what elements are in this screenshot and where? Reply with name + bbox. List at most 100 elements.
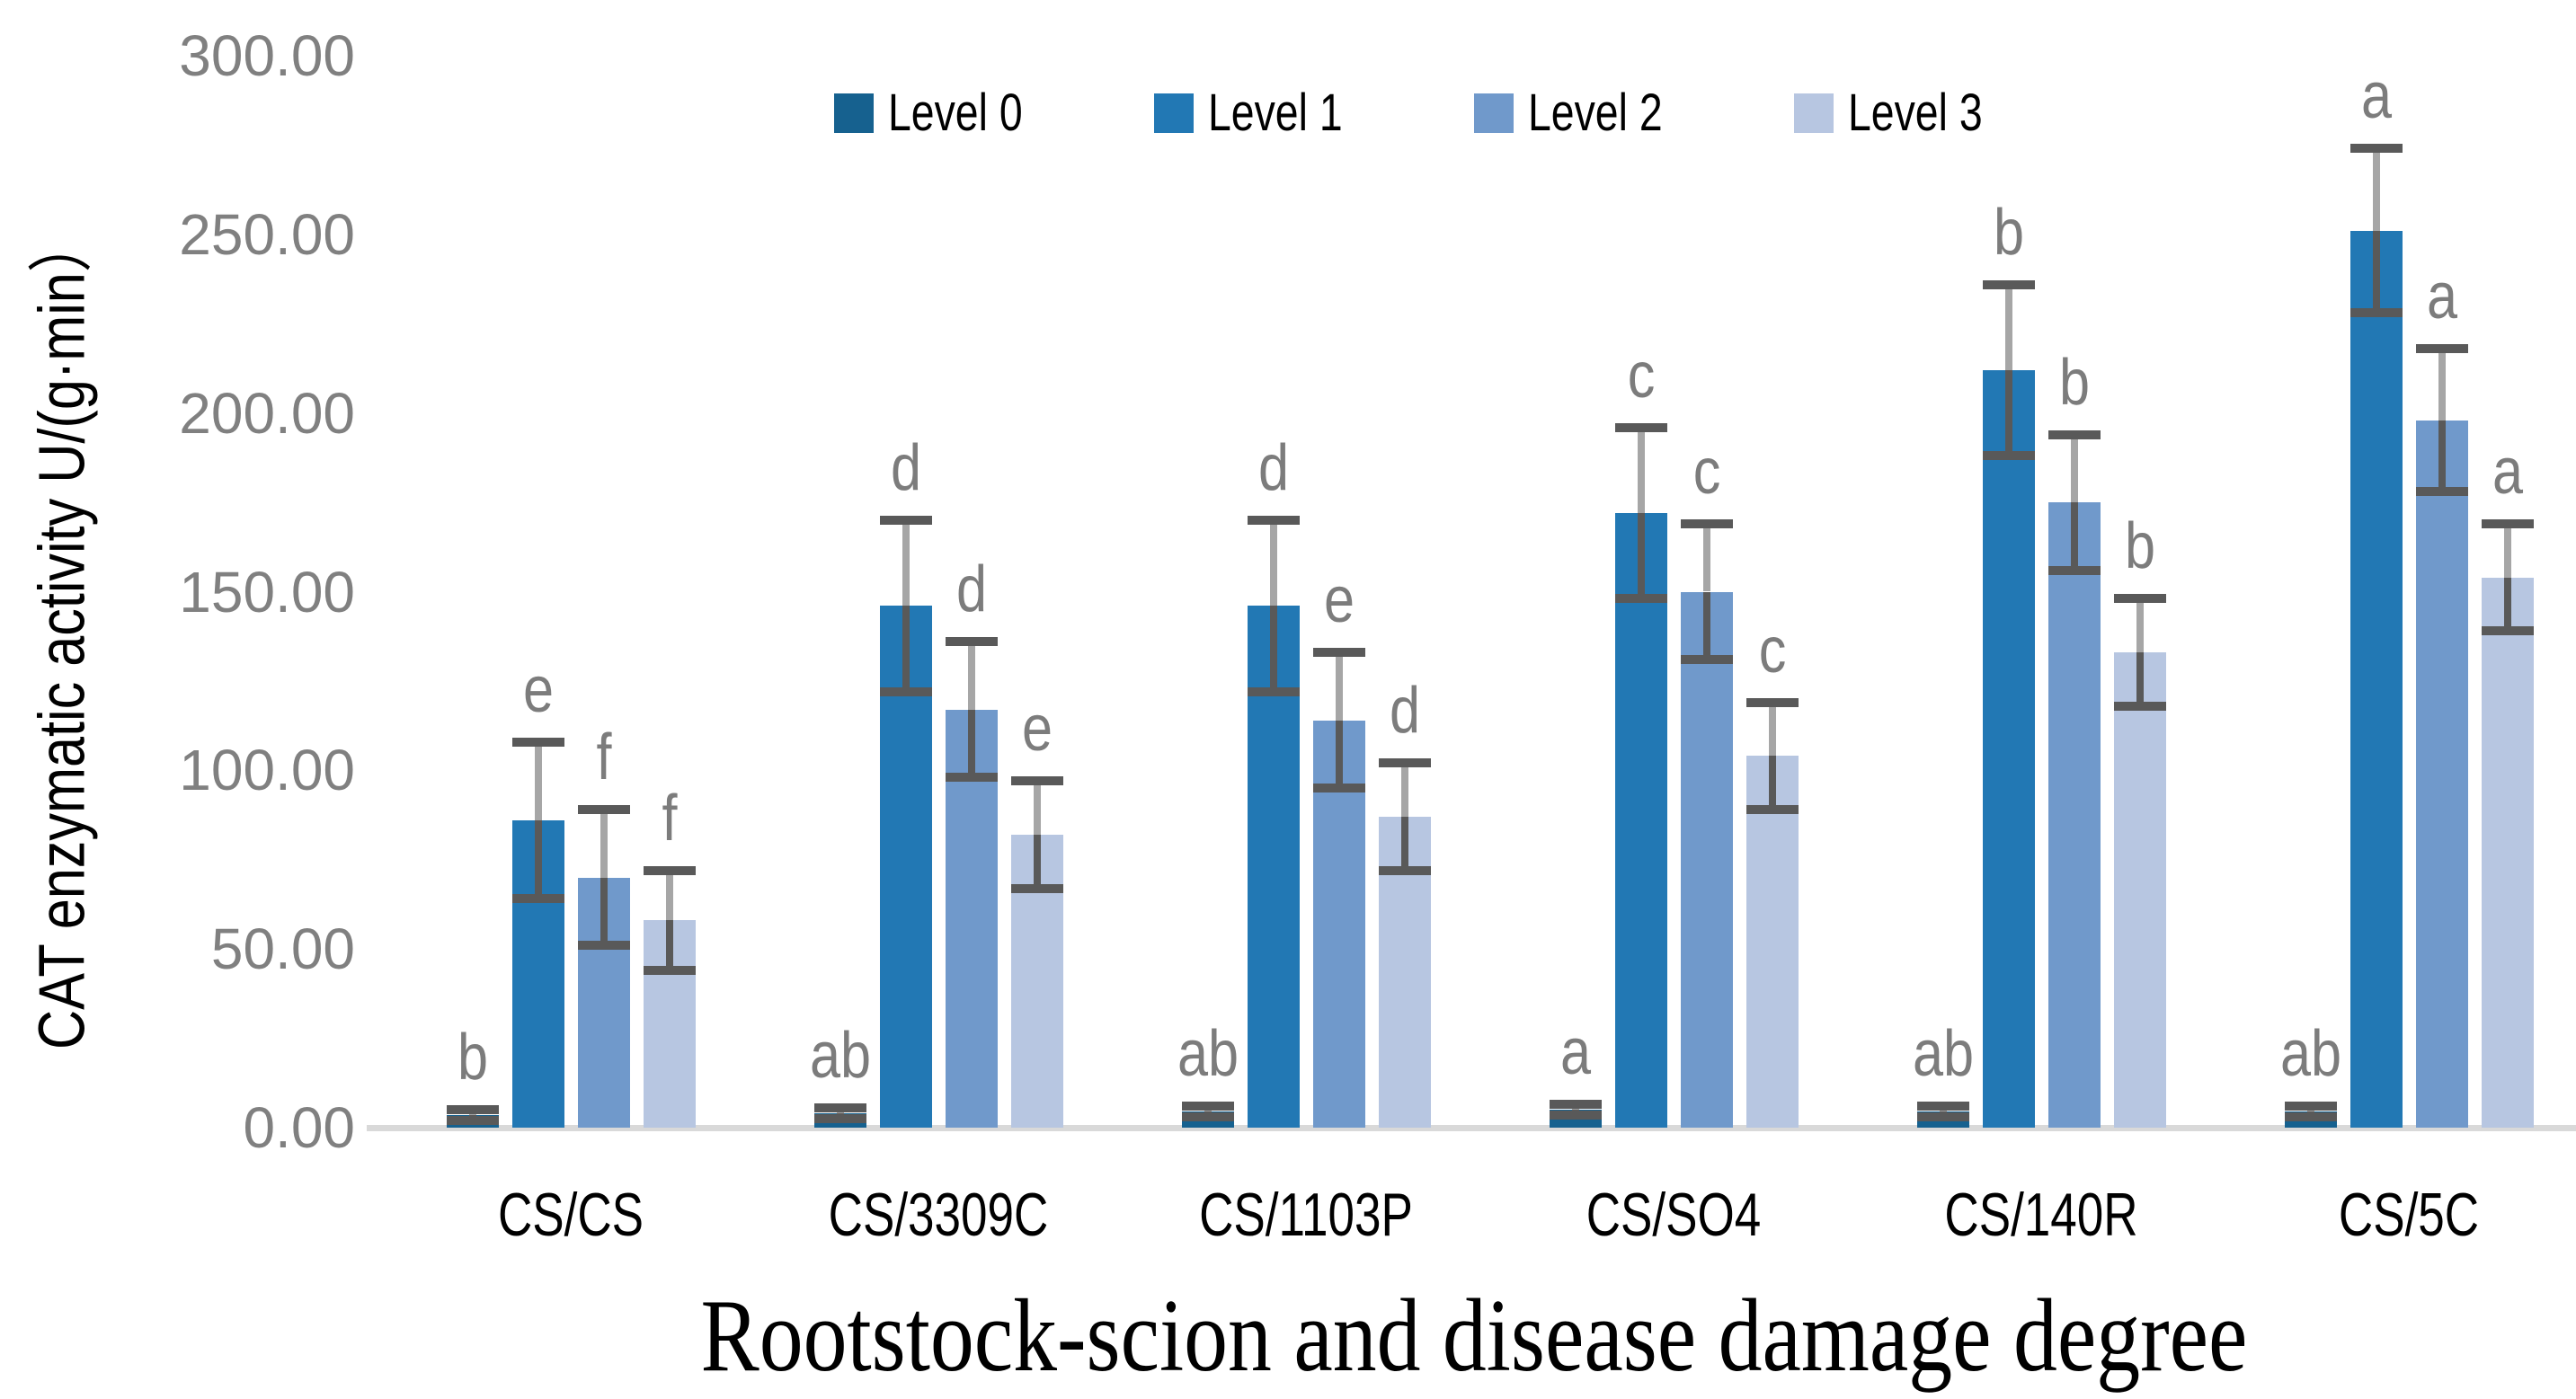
significance-letter: d	[955, 553, 987, 626]
error-bar-stem-upper	[534, 741, 542, 820]
error-bar-stem-lower	[2136, 652, 2144, 706]
error-bar-stem-lower	[665, 920, 673, 971]
error-bar-cap-top	[2415, 344, 2468, 354]
significance-letter: f	[661, 782, 677, 854]
error-bar-stem-lower	[2070, 502, 2078, 571]
error-bar-cap-bottom	[813, 1114, 866, 1124]
error-bar-cap-top	[643, 865, 696, 875]
error-bar-cap-top	[1916, 1102, 1969, 1111]
legend-swatch	[1474, 93, 1514, 133]
significance-letter: d	[1389, 675, 1420, 748]
error-bar-stem-upper	[1269, 519, 1277, 607]
bar	[2349, 230, 2403, 1128]
error-bar-stem-lower	[1400, 817, 1408, 871]
legend-label: Level 0	[888, 84, 1023, 142]
error-bar-cap-bottom	[446, 1116, 499, 1126]
bar	[1680, 591, 1733, 1128]
legend-item: Level 2	[1474, 83, 1708, 143]
error-bar-cap-top	[2113, 594, 2166, 604]
error-bar-stem-upper	[665, 870, 673, 921]
significance-letter: b	[457, 1022, 488, 1094]
bar	[1614, 513, 1667, 1128]
error-bar-cap-top	[446, 1105, 499, 1115]
significance-letter: d	[1257, 431, 1289, 504]
error-bar-cap-bottom	[1247, 686, 1300, 696]
error-bar-cap-top	[1549, 1100, 1602, 1110]
error-bar-cap-top	[1614, 422, 1667, 432]
error-bar-cap-bottom	[643, 966, 696, 976]
error-bar-cap-top	[2481, 518, 2534, 528]
error-bar-stem-upper	[1033, 781, 1041, 835]
significance-letter: ab	[1912, 1018, 1974, 1091]
error-bar-stem-lower	[2503, 577, 2511, 632]
error-bar-cap-top	[813, 1103, 866, 1113]
error-bar-stem-upper	[1637, 427, 1645, 513]
legend-label: Level 2	[1528, 84, 1663, 142]
error-bar-cap-bottom	[511, 894, 564, 904]
bar	[2113, 652, 2166, 1128]
error-bar-stem-upper	[1335, 652, 1343, 721]
significance-letter: ab	[1177, 1018, 1239, 1091]
error-bar-cap-top	[1378, 758, 1431, 768]
error-bar-cap-bottom	[1378, 865, 1431, 875]
error-bar-cap-bottom	[2349, 308, 2403, 318]
y-axis-tick-label: 300.00	[179, 23, 355, 88]
error-bar-stem-upper	[2372, 148, 2380, 231]
legend-swatch	[1794, 93, 1834, 133]
error-bar-cap-top	[2047, 429, 2101, 439]
significance-letter: b	[2058, 346, 2090, 419]
significance-letter: e	[1323, 564, 1355, 637]
error-bar-stem-upper	[2004, 284, 2012, 370]
bar	[1982, 369, 2035, 1128]
error-bar-stem-upper	[2070, 434, 2078, 503]
error-bar-stem-upper	[1702, 523, 1710, 592]
category-label: CS/140R	[1944, 1181, 2138, 1249]
error-bar-cap-top	[1745, 697, 1799, 707]
error-bar-stem-upper	[902, 519, 910, 607]
error-bar-stem-upper	[1768, 702, 1776, 757]
error-bar-stem-lower	[1702, 591, 1710, 660]
error-bar-stem-upper	[600, 810, 608, 878]
error-bar-cap-top	[2349, 144, 2403, 154]
error-bar-cap-bottom	[1614, 594, 1667, 604]
legend-swatch	[1154, 93, 1194, 133]
significance-letter: c	[1758, 614, 1786, 686]
significance-letter: b	[2124, 510, 2155, 583]
bar	[2047, 502, 2101, 1128]
significance-letter: d	[890, 431, 921, 504]
error-bar-cap-bottom	[1982, 451, 2035, 461]
category-label: CS/1103P	[1199, 1181, 1413, 1249]
legend-label: Level 3	[1848, 84, 1983, 142]
error-bar-cap-top	[1680, 518, 1733, 528]
error-bar-cap-bottom	[879, 686, 932, 696]
error-bar-stem-lower	[534, 820, 542, 899]
significance-letter: a	[2360, 60, 2392, 133]
error-bar-stem-upper	[2136, 598, 2144, 653]
significance-letter: c	[1692, 435, 1720, 508]
error-bar-cap-bottom	[1680, 655, 1733, 665]
y-axis-tick-label: 100.00	[179, 738, 355, 803]
error-bar-cap-bottom	[2481, 626, 2534, 636]
error-bar-cap-top	[1312, 648, 1365, 658]
error-bar-cap-top	[511, 737, 564, 747]
error-bar-cap-bottom	[2113, 701, 2166, 711]
y-axis-tick-label: 0.00	[243, 1095, 355, 1160]
error-bar-cap-bottom	[577, 941, 630, 951]
error-bar-cap-bottom	[2415, 487, 2468, 497]
category-label: CS/CS	[497, 1181, 644, 1249]
legend-item: Level 1	[1154, 83, 1388, 143]
error-bar-cap-top	[2284, 1102, 2337, 1111]
error-bar-stem-upper	[1400, 763, 1408, 818]
error-bar-cap-bottom	[1181, 1112, 1234, 1122]
error-bar-stem-lower	[2372, 230, 2380, 314]
error-bar-cap-bottom	[945, 773, 998, 783]
legend-swatch	[834, 93, 874, 133]
error-bar-stem-upper	[967, 642, 975, 710]
error-bar-cap-bottom	[1549, 1111, 1602, 1120]
legend-label: Level 1	[1208, 84, 1343, 142]
error-bar-cap-top	[879, 515, 932, 525]
error-bar-stem-lower	[1269, 606, 1277, 692]
error-bar-stem-lower	[600, 877, 608, 946]
x-axis-title: Rootstock-scion and disease damage degre…	[700, 1279, 2248, 1393]
